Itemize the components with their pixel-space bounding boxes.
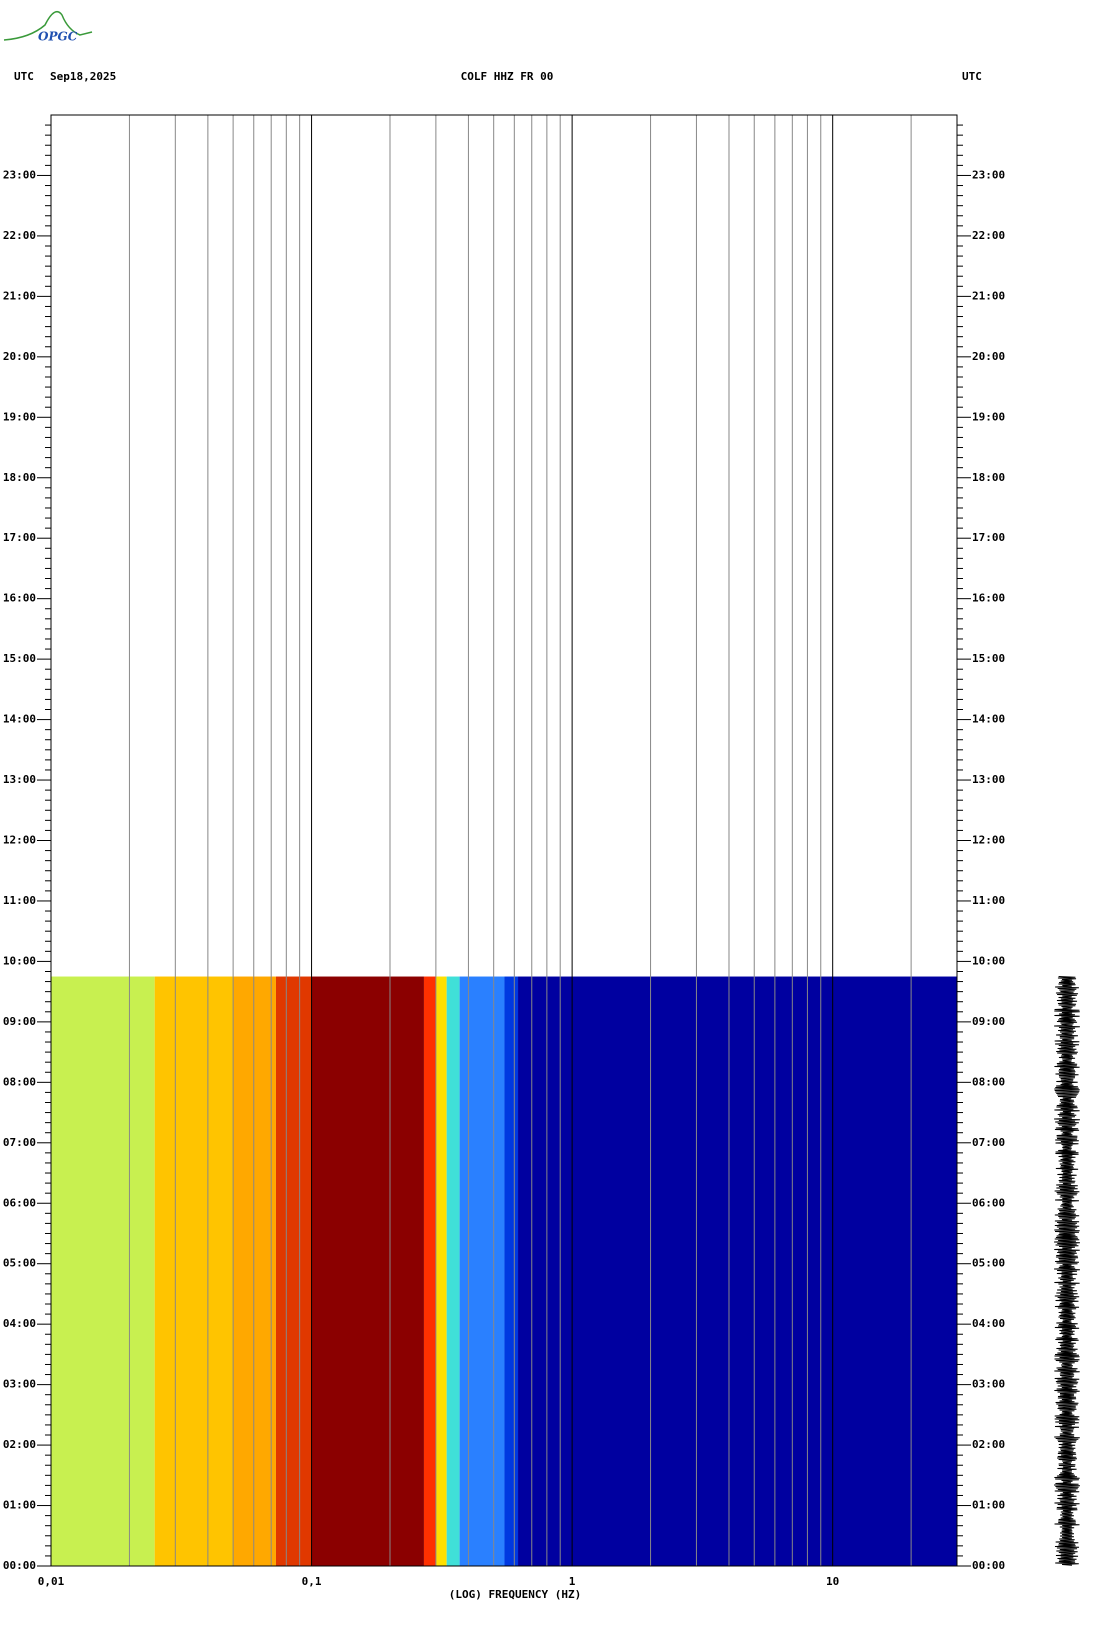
y-tick-label-right: 15:00 <box>972 652 1005 665</box>
waveform <box>1054 976 1080 1566</box>
y-tick-label-right: 10:00 <box>972 954 1005 967</box>
x-axis-label: (LOG) FREQUENCY (HZ) <box>449 1588 581 1601</box>
y-tick-label-right: 11:00 <box>972 894 1005 907</box>
spectrogram-band <box>446 976 460 1566</box>
y-tick-label-right: 08:00 <box>972 1075 1005 1088</box>
y-tick-label-right: 17:00 <box>972 531 1005 544</box>
y-tick-label: 12:00 <box>3 834 36 847</box>
spectrogram-band <box>51 976 155 1566</box>
y-tick-label-right: 04:00 <box>972 1317 1005 1330</box>
y-tick-label: 22:00 <box>3 229 36 242</box>
right-utc: UTC <box>962 70 982 83</box>
y-tick-label: 08:00 <box>3 1075 36 1088</box>
spectrogram-band <box>154 976 234 1566</box>
y-tick-label-right: 01:00 <box>972 1499 1005 1512</box>
y-tick-label: 02:00 <box>3 1438 36 1451</box>
y-tick-label: 23:00 <box>3 168 36 181</box>
x-tick-label: 10 <box>826 1575 839 1588</box>
y-tick-label: 04:00 <box>3 1317 36 1330</box>
spectrogram-band <box>275 976 312 1566</box>
spectrogram-band <box>423 976 436 1566</box>
y-tick-label: 17:00 <box>3 531 36 544</box>
x-tick-label: 0,1 <box>302 1575 322 1588</box>
spectrogram-band <box>459 976 505 1566</box>
y-tick-label-right: 05:00 <box>972 1257 1005 1270</box>
spectrogram-band <box>518 976 957 1566</box>
y-tick-label: 03:00 <box>3 1378 36 1391</box>
y-tick-label-right: 06:00 <box>972 1196 1005 1209</box>
left-utc: UTC <box>14 70 34 83</box>
y-tick-label: 05:00 <box>3 1257 36 1270</box>
chart-title: COLF HHZ FR 00 <box>461 70 554 83</box>
spectrogram-band <box>504 976 519 1566</box>
y-tick-label-right: 18:00 <box>972 471 1005 484</box>
y-tick-label-right: 16:00 <box>972 592 1005 605</box>
y-tick-label-right: 20:00 <box>972 350 1005 363</box>
y-tick-label: 21:00 <box>3 289 36 302</box>
y-tick-label: 13:00 <box>3 773 36 786</box>
spectrogram-band <box>233 976 276 1566</box>
y-tick-label: 14:00 <box>3 713 36 726</box>
spectrogram-band <box>435 976 447 1566</box>
y-tick-label-right: 02:00 <box>972 1438 1005 1451</box>
y-tick-label-right: 14:00 <box>972 713 1005 726</box>
y-tick-label: 18:00 <box>3 471 36 484</box>
y-tick-label: 10:00 <box>3 954 36 967</box>
logo-curve <box>3 10 93 41</box>
y-tick-label-right: 12:00 <box>972 834 1005 847</box>
date: Sep18,2025 <box>50 70 116 83</box>
y-tick-label: 20:00 <box>3 350 36 363</box>
y-tick-label: 16:00 <box>3 592 36 605</box>
y-tick-label-right: 22:00 <box>972 229 1005 242</box>
x-tick-label: 1 <box>569 1575 576 1588</box>
y-tick-label: 19:00 <box>3 410 36 423</box>
y-tick-label: 07:00 <box>3 1136 36 1149</box>
y-tick-label-right: 13:00 <box>972 773 1005 786</box>
y-tick-label-right: 23:00 <box>972 168 1005 181</box>
y-tick-label-right: 09:00 <box>972 1015 1005 1028</box>
y-tick-label: 15:00 <box>3 652 36 665</box>
y-tick-label: 00:00 <box>3 1559 36 1572</box>
y-tick-label-right: 00:00 <box>972 1559 1005 1572</box>
y-tick-label: 06:00 <box>3 1196 36 1209</box>
y-tick-label-right: 07:00 <box>972 1136 1005 1149</box>
y-tick-label-right: 19:00 <box>972 410 1005 423</box>
spectrogram-band <box>311 976 424 1566</box>
y-tick-label: 01:00 <box>3 1499 36 1512</box>
x-tick-label: 0,01 <box>38 1575 65 1588</box>
logo: OPGC <box>38 30 78 44</box>
y-tick-label: 11:00 <box>3 894 36 907</box>
y-tick-label-right: 03:00 <box>972 1378 1005 1391</box>
y-tick-label: 09:00 <box>3 1015 36 1028</box>
y-tick-label-right: 21:00 <box>972 289 1005 302</box>
